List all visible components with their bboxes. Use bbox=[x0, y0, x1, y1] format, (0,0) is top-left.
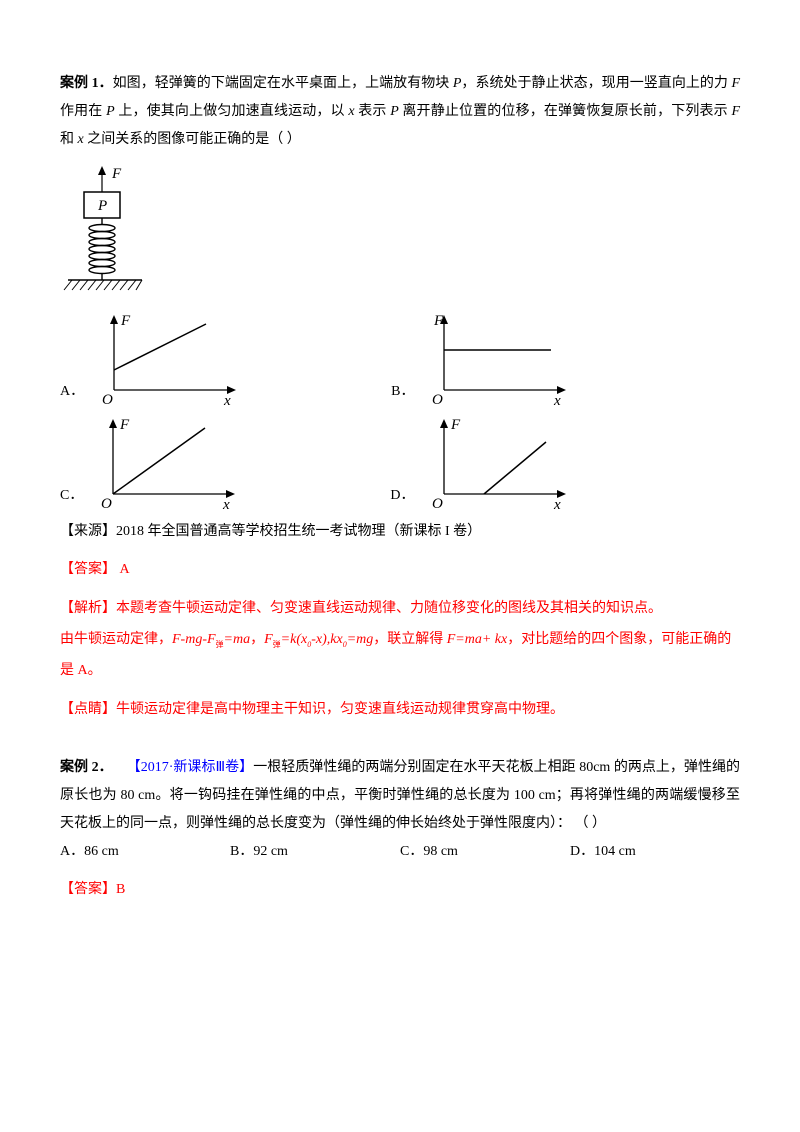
graph-A: F x O bbox=[86, 310, 241, 410]
options-row-1: A． F x O B． F x O bbox=[60, 310, 740, 410]
problem-2-answer: 【答案】B bbox=[60, 876, 740, 904]
svg-text:x: x bbox=[553, 393, 561, 409]
problem-1-source: 【来源】2018 年全国普通高等学校招生统一考试物理（新课标 I 卷） bbox=[60, 518, 740, 546]
graph-C: F x O bbox=[85, 414, 240, 514]
block-label: P bbox=[97, 198, 107, 214]
svg-text:F: F bbox=[450, 417, 461, 433]
choice-B: B．92 cm bbox=[230, 838, 400, 866]
svg-text:F: F bbox=[120, 313, 131, 329]
svg-text:O: O bbox=[432, 392, 443, 408]
svg-text:F: F bbox=[433, 313, 444, 329]
svg-text:F: F bbox=[119, 417, 130, 433]
options-row-2: C． F x O D． F x O bbox=[60, 414, 740, 514]
option-A: A． F x O bbox=[60, 310, 241, 410]
option-C: C． F x O bbox=[60, 414, 240, 514]
svg-text:O: O bbox=[102, 392, 113, 408]
choice-A: A．86 cm bbox=[60, 838, 230, 866]
svg-text:x: x bbox=[553, 497, 561, 513]
choice-D: D．104 cm bbox=[570, 838, 740, 866]
graph-D: F x O bbox=[416, 414, 571, 514]
graph-B: F x O bbox=[416, 310, 571, 410]
spring-block-diagram: F P bbox=[60, 162, 740, 302]
svg-text:O: O bbox=[101, 496, 112, 512]
problem-1-answer: 【答案】 A bbox=[60, 556, 740, 584]
force-label: F bbox=[111, 166, 122, 182]
problem-1-label: 案例 1． bbox=[60, 76, 113, 91]
problem-1-stem: 案例 1．如图，轻弹簧的下端固定在水平桌面上，上端放有物块 P，系统处于静止状态… bbox=[60, 70, 740, 154]
svg-text:x: x bbox=[223, 393, 231, 409]
choice-C: C．98 cm bbox=[400, 838, 570, 866]
svg-text:x: x bbox=[222, 497, 230, 513]
problem-2-choices: A．86 cm B．92 cm C．98 cm D．104 cm bbox=[60, 838, 740, 866]
problem-2-label: 案例 2． bbox=[60, 760, 113, 775]
problem-1-tip: 【点睛】牛顿运动定律是高中物理主干知识，匀变速直线运动规律贯穿高中物理。 bbox=[60, 696, 740, 724]
option-B: B． F x O bbox=[391, 310, 571, 410]
svg-text:O: O bbox=[432, 496, 443, 512]
problem-1-analysis: 【解析】本题考查牛顿运动定律、匀变速直线运动规律、力随位移变化的图线及其相关的知… bbox=[60, 594, 740, 686]
option-D: D． F x O bbox=[390, 414, 571, 514]
problem-2-stem: 案例 2． 【2017·新课标Ⅲ卷】一根轻质弹性绳的两端分别固定在水平天花板上相… bbox=[60, 754, 740, 838]
